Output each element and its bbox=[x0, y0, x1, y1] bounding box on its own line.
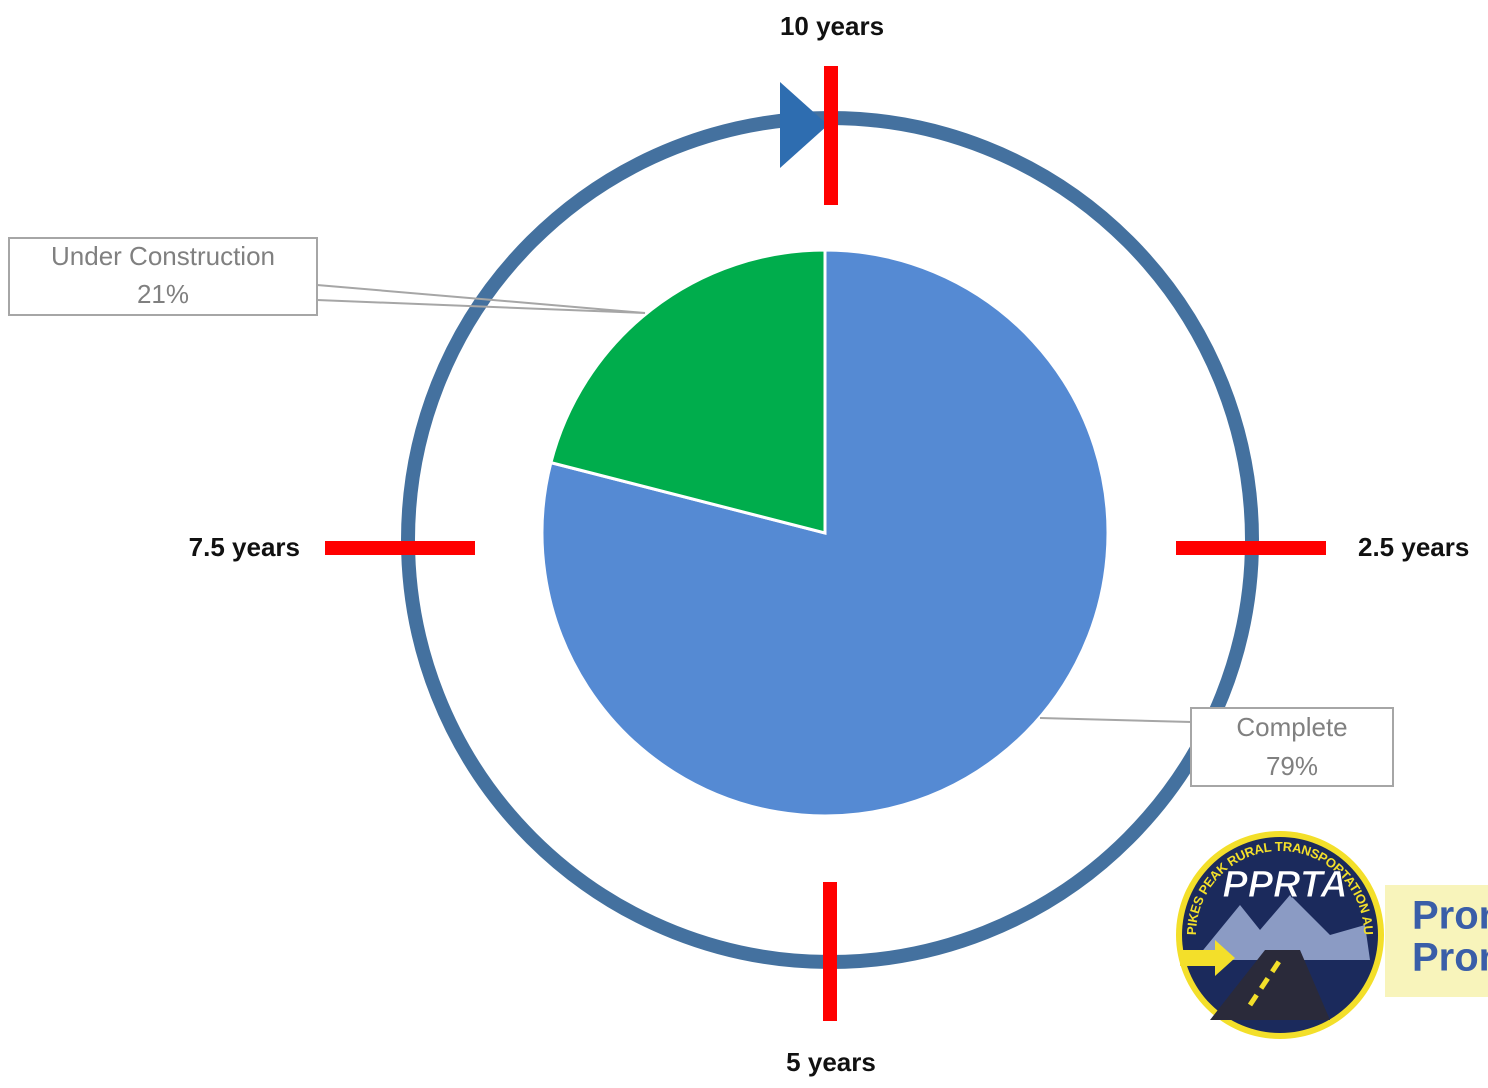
pie-slice bbox=[549, 248, 827, 535]
ring-arrow bbox=[780, 82, 828, 168]
annotation: 2.5 years bbox=[1358, 532, 1469, 562]
tick-10 bbox=[824, 66, 838, 205]
tagline: Prom bbox=[1412, 894, 1488, 938]
leader-line bbox=[1039, 717, 1192, 745]
logo-mountains bbox=[1195, 895, 1370, 960]
logo-road bbox=[1210, 950, 1330, 1020]
slice-value-label: 21% bbox=[137, 279, 189, 309]
tick-2.5 bbox=[1176, 541, 1326, 555]
tick-5 bbox=[823, 882, 837, 1021]
logo-road-line bbox=[1247, 958, 1283, 1007]
slice-value-label: 79% bbox=[1266, 751, 1318, 781]
logo-name: PPRTA bbox=[1222, 864, 1347, 906]
annotation: 10 years bbox=[780, 11, 884, 41]
tagline: Prom bbox=[1412, 936, 1488, 980]
callout-box bbox=[1190, 707, 1394, 787]
annotation: 7.5 years bbox=[189, 532, 300, 562]
tick-7.5 bbox=[325, 541, 475, 555]
slice-label: Under Construction bbox=[51, 241, 275, 271]
pie bbox=[540, 248, 1110, 818]
tagline-box bbox=[1385, 885, 1488, 997]
logo-arrow bbox=[1180, 940, 1235, 976]
leader-line bbox=[316, 284, 646, 314]
slice-label: Complete bbox=[1236, 712, 1347, 742]
callout-box bbox=[8, 237, 318, 316]
annotation: 5 years bbox=[786, 1047, 876, 1077]
